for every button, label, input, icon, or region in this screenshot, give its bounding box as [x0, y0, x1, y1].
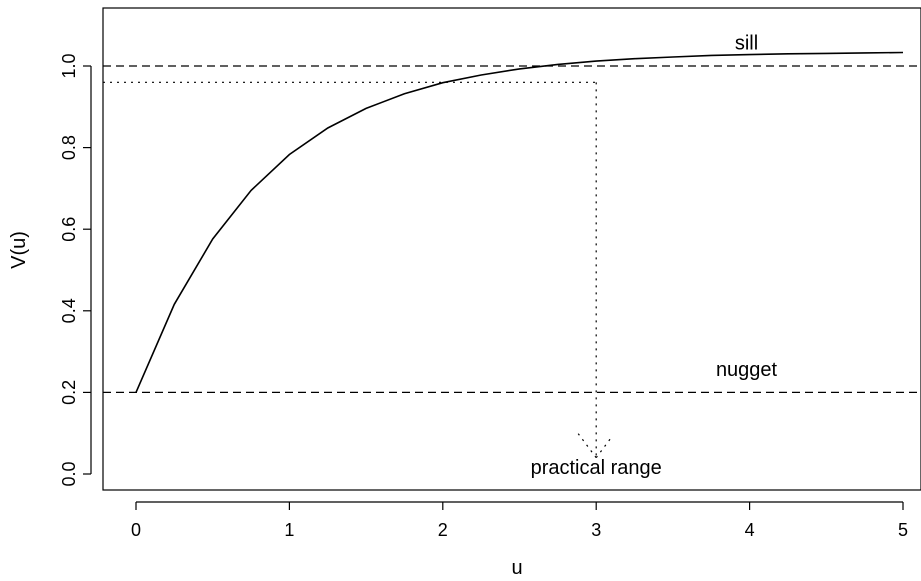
x-axis-label: u	[511, 557, 522, 579]
x-tick-label: 2	[438, 520, 448, 540]
x-tick-label: 0	[131, 520, 141, 540]
y-tick-label: 0.8	[59, 135, 79, 160]
x-tick-label: 3	[591, 520, 601, 540]
y-axis-label: V(u)	[8, 231, 30, 269]
annotation-label: sill	[735, 33, 758, 55]
arrowhead-right	[595, 437, 612, 459]
annotations: sill nugget practical range	[531, 33, 778, 479]
annotation-label: nugget	[716, 359, 778, 381]
x-axis: 0 1 2 3 4 5	[131, 501, 908, 540]
y-tick-label: 0.6	[59, 217, 79, 242]
y-tick-label: 0.0	[59, 461, 79, 486]
plot-frame	[102, 7, 921, 491]
x-tick-label: 5	[898, 520, 908, 540]
reference-lines	[103, 65, 921, 459]
arrowhead-left	[574, 429, 597, 459]
y-tick-label: 0.4	[59, 298, 79, 323]
y-axis: 0.0 0.2 0.4 0.6 0.8 1.0	[59, 53, 92, 487]
y-tick-label: 1.0	[59, 53, 79, 78]
x-tick-label: 4	[745, 520, 755, 540]
y-tick-label: 0.2	[59, 380, 79, 405]
x-tick-label: 1	[284, 520, 294, 540]
annotation-label: practical range	[531, 457, 662, 479]
variogram-curve	[135, 51, 904, 393]
